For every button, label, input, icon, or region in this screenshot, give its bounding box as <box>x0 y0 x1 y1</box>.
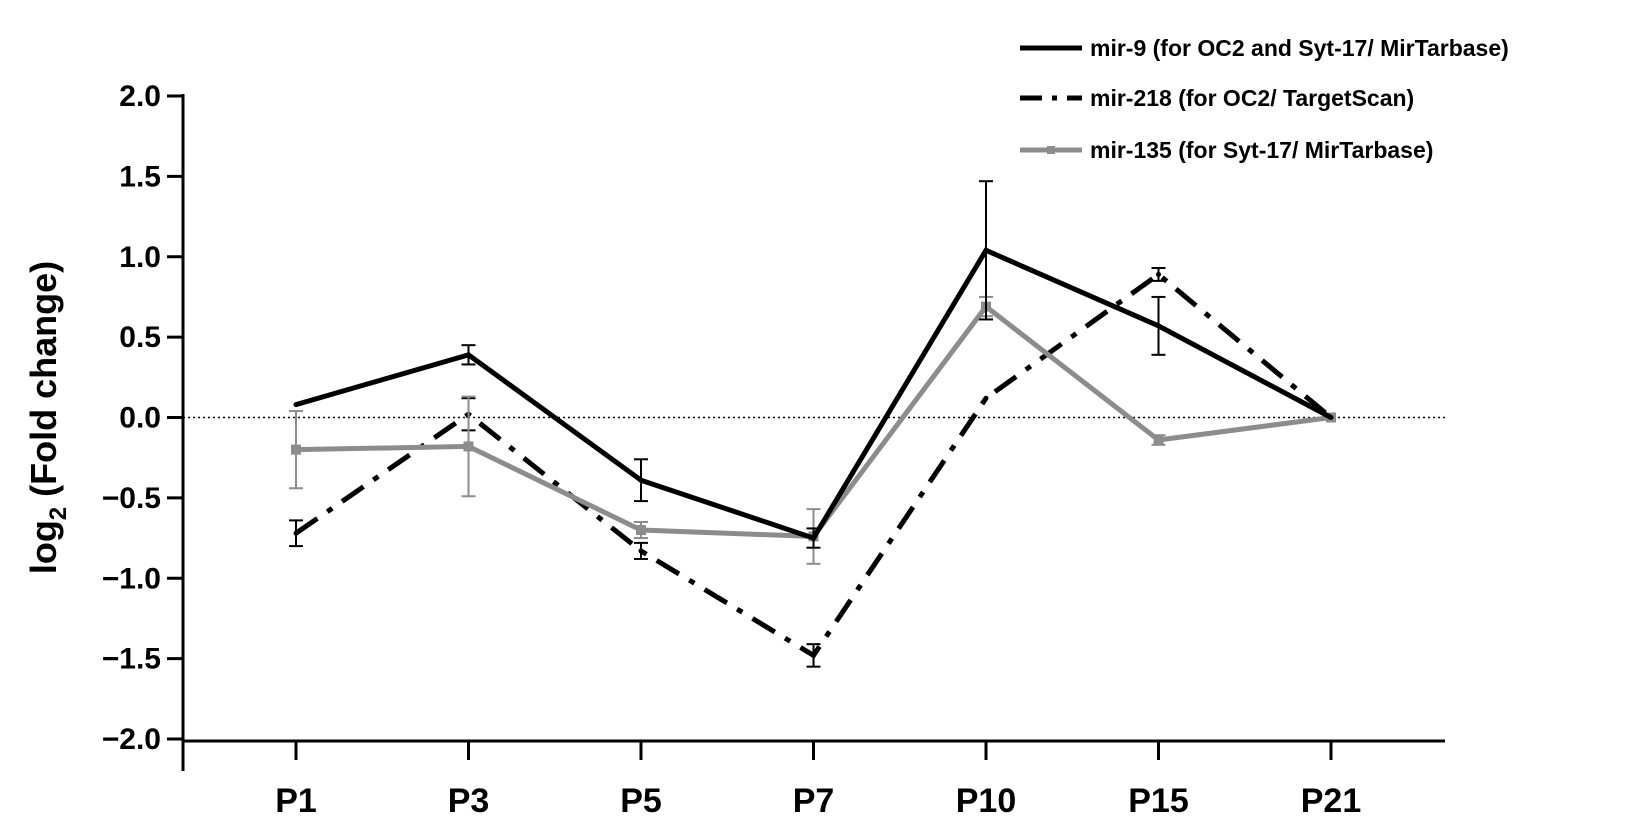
x-tick-label: P10 <box>956 782 1017 820</box>
series-1 <box>293 180 1334 549</box>
series-layer <box>289 180 1336 668</box>
y-axis-title: log2 (Fold change) <box>23 261 72 574</box>
axes: −2.0 −1.5 −1.0 −0.5 0.0 0.5 1.0 1.5 2.0 P1 P3 P5 P7 P… <box>102 80 1445 820</box>
x-tick-label: P5 <box>620 782 662 820</box>
data-point <box>1328 415 1334 420</box>
data-point <box>1156 323 1161 329</box>
legend-marker-3 <box>1047 146 1055 154</box>
y-axis-label-suffix: (Fold change) <box>23 261 64 507</box>
data-point <box>638 477 644 483</box>
data-point <box>636 525 646 536</box>
data-point <box>983 247 989 253</box>
data-point <box>983 395 989 401</box>
y-tick-label: −2.0 <box>102 723 161 756</box>
data-point <box>293 530 299 536</box>
data-point <box>291 444 301 455</box>
legend-label-3: mir-135 (for Syt-17/ MirTarbase) <box>1090 137 1433 163</box>
data-point <box>293 402 299 408</box>
data-point <box>463 441 474 452</box>
x-tick-label: P15 <box>1128 782 1189 820</box>
data-point <box>1156 271 1161 277</box>
y-tick-label: −1.5 <box>102 643 161 676</box>
series-line <box>295 247 1333 542</box>
x-tick-label: P3 <box>448 782 490 820</box>
y-axis-label: log2 (Fold change) <box>23 261 72 574</box>
y-axis-label-subscript: 2 <box>45 507 72 520</box>
series-line <box>295 303 1332 540</box>
x-tick-label: P21 <box>1301 782 1362 820</box>
y-tick-label: 1.5 <box>119 160 161 193</box>
series-2 <box>289 267 1334 668</box>
series-line <box>294 271 1333 659</box>
data-point <box>466 352 471 358</box>
y-tick-label: 0.5 <box>119 321 161 354</box>
data-point <box>811 535 816 541</box>
data-point <box>638 548 644 554</box>
data-point <box>811 652 816 658</box>
y-tick-label: −0.5 <box>102 482 161 515</box>
data-point <box>1153 435 1164 446</box>
y-tick-label: 1.0 <box>119 241 161 274</box>
y-tick-label: 2.0 <box>119 80 161 113</box>
legend-label-1: mir-9 (for OC2 and Syt-17/ MirTarbase) <box>1090 35 1509 61</box>
legend-label-2: mir-218 (for OC2/ TargetScan) <box>1090 85 1414 111</box>
legend: mir-9 (for OC2 and Syt-17/ MirTarbase) mi… <box>1020 35 1509 163</box>
y-tick-label: −1.0 <box>102 562 161 595</box>
y-tick-label: 0.0 <box>119 402 161 435</box>
y-axis-label-prefix: log <box>23 520 64 574</box>
x-tick-label: P7 <box>793 782 835 820</box>
x-tick-label: P1 <box>275 782 317 820</box>
